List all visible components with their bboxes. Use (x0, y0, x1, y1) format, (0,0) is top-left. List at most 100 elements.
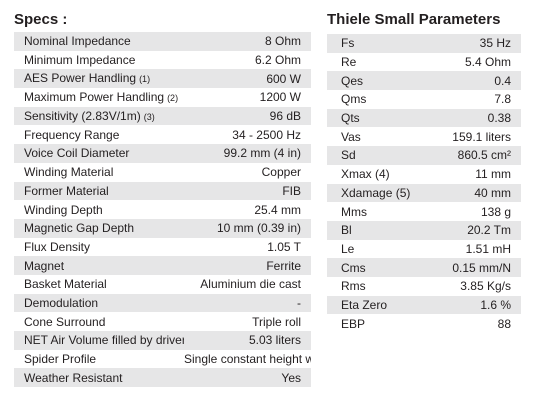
spec-row: Maximum Power Handling (2) 1200 W (14, 88, 311, 107)
param-value: 3.85 Kg/s (460, 279, 511, 294)
param-value: Single constant height waves (184, 352, 311, 367)
param-cell: Basket Material (14, 275, 184, 294)
param-cell: Cms (327, 258, 431, 277)
param-label: Vas (341, 129, 361, 144)
param-value: 1.51 mH (465, 241, 511, 256)
param-value: 1.6 % (431, 295, 521, 315)
param-value: 159.1 liters (452, 129, 511, 144)
param-cell: Xmax (4) (327, 165, 431, 184)
param-cell: Sd (327, 146, 431, 165)
param-value: 96 dB (184, 106, 311, 126)
param-cell: Demodulation (14, 293, 184, 313)
spec-row: Voice Coil Diameter 99.2 mm (4 in) (14, 144, 311, 163)
param-value: 5.4 Ohm (464, 55, 511, 70)
ts-param-row: Xdamage (5) 40 mm (327, 183, 521, 203)
param-value: Aluminium die cast (200, 277, 301, 292)
param-label: Minimum Impedance (24, 53, 136, 68)
param-label: Cms (341, 260, 366, 275)
param-label: Mms (341, 204, 367, 219)
thiele-small-title: Thiele Small Parameters (327, 11, 501, 28)
param-label: Flux Density (24, 239, 91, 254)
param-label: Demodulation (24, 295, 99, 310)
ts-param-row: Vas 159.1 liters (327, 127, 521, 146)
param-cell: NET Air Volume filled by driver (14, 331, 184, 350)
ts-param-row: Bl 20.2 Tm (327, 220, 521, 240)
param-cell: Frequency Range (14, 125, 184, 144)
param-cell: Eta Zero (327, 295, 431, 315)
ts-param-row: Re 5.4 Ohm (327, 53, 521, 72)
param-cell: Qts (327, 108, 431, 128)
ts-param-row: Qes 0.4 (327, 71, 521, 91)
spec-row: Basket Material Aluminium die cast (14, 275, 311, 294)
param-value: 0.4 (431, 71, 521, 91)
footnote-ref: (3) (143, 111, 155, 122)
spec-row: Nominal Impedance 8 Ohm (14, 32, 311, 51)
param-value: 88 (497, 316, 511, 331)
param-cell: Sensitivity (2.83V/1m) (3) (14, 106, 184, 126)
spec-row: Magnetic Gap Depth 10 mm (0.39 in) (14, 218, 311, 238)
spec-row: Sensitivity (2.83V/1m) (3) 96 dB (14, 106, 311, 126)
param-cell: EBP (327, 314, 431, 333)
param-value: 40 mm (431, 183, 521, 203)
param-label: Basket Material (24, 277, 107, 292)
spec-row: Weather Resistant Yes (14, 368, 311, 388)
param-value: 10 mm (0.39 in) (184, 218, 311, 238)
param-cell: Le (327, 240, 431, 259)
param-value: 35 Hz (431, 34, 521, 53)
spec-row: AES Power Handling (1) 600 W (14, 69, 311, 89)
param-cell: Rms (327, 277, 431, 296)
param-value: 1.05 T (267, 239, 301, 254)
param-label: Nominal Impedance (24, 34, 131, 49)
param-value: 138 g (480, 204, 511, 219)
param-cell: Magnet (14, 256, 184, 275)
param-cell: Winding Depth (14, 200, 184, 219)
ts-param-row: Qts 0.38 (327, 108, 521, 128)
ts-param-row: Eta Zero 1.6 % (327, 295, 521, 315)
ts-param-row: Le 1.51 mH (327, 240, 521, 259)
param-value: 7.8 (494, 92, 511, 107)
param-cell: Weather Resistant (14, 368, 184, 388)
param-value: 0.15 mm/N (431, 258, 521, 277)
param-value: 20.2 Tm (431, 220, 521, 240)
param-label: Former Material (24, 183, 109, 198)
spec-row: Minimum Impedance 6.2 Ohm (14, 51, 311, 70)
spec-row: Spider Profile Single constant height wav… (14, 350, 311, 369)
param-value: 99.2 mm (4 in) (184, 144, 311, 163)
param-cell: Bl (327, 220, 431, 240)
ts-param-row: Cms 0.15 mm/N (327, 258, 521, 277)
param-value: 25.4 mm (254, 202, 301, 217)
footnote-ref: (2) (167, 92, 179, 103)
param-value: Copper (261, 165, 301, 180)
ts-param-row: Sd 860.5 cm² (327, 146, 521, 165)
param-value: 6.2 Ohm (254, 53, 301, 68)
spec-row: Former Material FIB (14, 181, 311, 201)
param-label: Sd (341, 148, 356, 163)
thiele-small-table: Fs 35 Hz Re 5.4 Ohm Qes 0.4 Qms 7.8 Qts 0.38 Vas 15… (327, 34, 521, 333)
specs-title: Specs : (14, 11, 68, 28)
param-cell: Fs (327, 34, 431, 53)
param-label: Sensitivity (2.83V/1m) (24, 108, 141, 123)
param-label: Winding Depth (24, 202, 103, 217)
spec-row: Demodulation - (14, 293, 311, 313)
param-label: Weather Resistant (24, 370, 123, 385)
param-value: 1200 W (259, 90, 301, 105)
param-value: 11 mm (475, 167, 511, 182)
spec-row: Winding Material Copper (14, 163, 311, 182)
param-label: Xdamage (5) (341, 185, 411, 200)
param-label: Frequency Range (24, 127, 120, 142)
param-cell: Cone Surround (14, 312, 184, 331)
param-label: Magnetic Gap Depth (24, 221, 135, 236)
ts-param-row: Fs 35 Hz (327, 34, 521, 53)
ts-param-row: EBP 88 (327, 314, 521, 333)
param-label: Magnet (24, 258, 65, 273)
param-label: Bl (341, 223, 352, 238)
param-label: Re (341, 55, 357, 70)
param-label: Spider Profile (24, 352, 97, 367)
param-cell: Qms (327, 90, 431, 109)
param-value: Ferrite (184, 256, 311, 275)
param-value: 5.03 liters (184, 331, 311, 350)
param-value: - (184, 293, 311, 313)
spec-row: Flux Density 1.05 T (14, 238, 311, 257)
param-cell: Vas (327, 127, 431, 146)
param-value: 600 W (184, 69, 311, 89)
